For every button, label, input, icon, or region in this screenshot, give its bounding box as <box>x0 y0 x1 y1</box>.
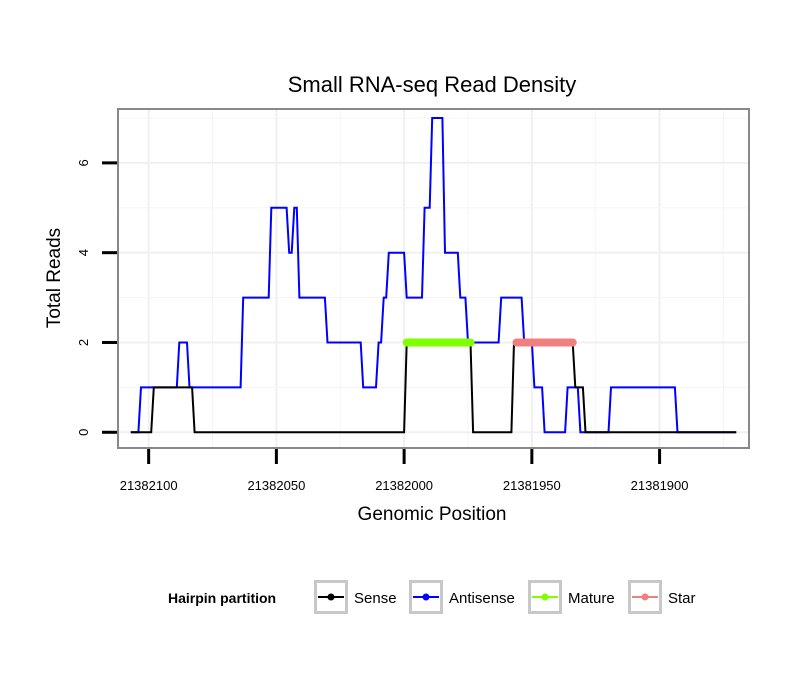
legend-label: Antisense <box>449 590 515 607</box>
plot-background <box>118 109 749 448</box>
legend-entry-star: Star <box>628 580 696 614</box>
legend-label: Sense <box>354 590 397 607</box>
plot-border <box>117 108 750 449</box>
legend-key-point <box>641 593 649 601</box>
legend-entry-mature: Mature <box>528 580 615 614</box>
legend-entry-antisense: Antisense <box>409 580 515 614</box>
y-axis-title: Total Reads <box>44 228 65 328</box>
legend: Hairpin partition Sense Antisense Mature St… <box>168 580 696 614</box>
legend-key-point <box>422 593 430 601</box>
series-antisense-line <box>130 117 737 434</box>
legend-entry-sense: Sense <box>314 580 397 614</box>
y-tick-label: 0 <box>76 429 91 436</box>
y-axis: 0 2 4 6 <box>76 159 117 436</box>
legend-label: Star <box>668 590 696 607</box>
x-tick-label: 21382000 <box>375 478 433 493</box>
y-tick-label: 6 <box>76 159 91 166</box>
series-sense-line <box>130 341 737 434</box>
chart-title: Small RNA-seq Read Density <box>288 72 577 97</box>
legend-title: Hairpin partition <box>168 590 276 606</box>
x-tick-label: 21381900 <box>631 478 689 493</box>
x-tick-label: 21382100 <box>120 478 178 493</box>
y-tick-label: 4 <box>76 249 91 256</box>
legend-entries: Sense Antisense Mature Star <box>314 580 696 614</box>
x-axis: 21382100 21382050 21382000 21381950 21381900 <box>120 449 689 493</box>
plot-panel <box>117 108 750 449</box>
legend-label: Mature <box>568 590 615 607</box>
x-axis-title: Genomic Position <box>358 504 507 525</box>
y-tick-label: 2 <box>76 339 91 346</box>
series-layer <box>130 117 737 434</box>
x-tick-label: 21382050 <box>247 478 305 493</box>
legend-key-point <box>327 593 335 601</box>
x-tick-label: 21381950 <box>503 478 561 493</box>
legend-key-point <box>541 593 549 601</box>
